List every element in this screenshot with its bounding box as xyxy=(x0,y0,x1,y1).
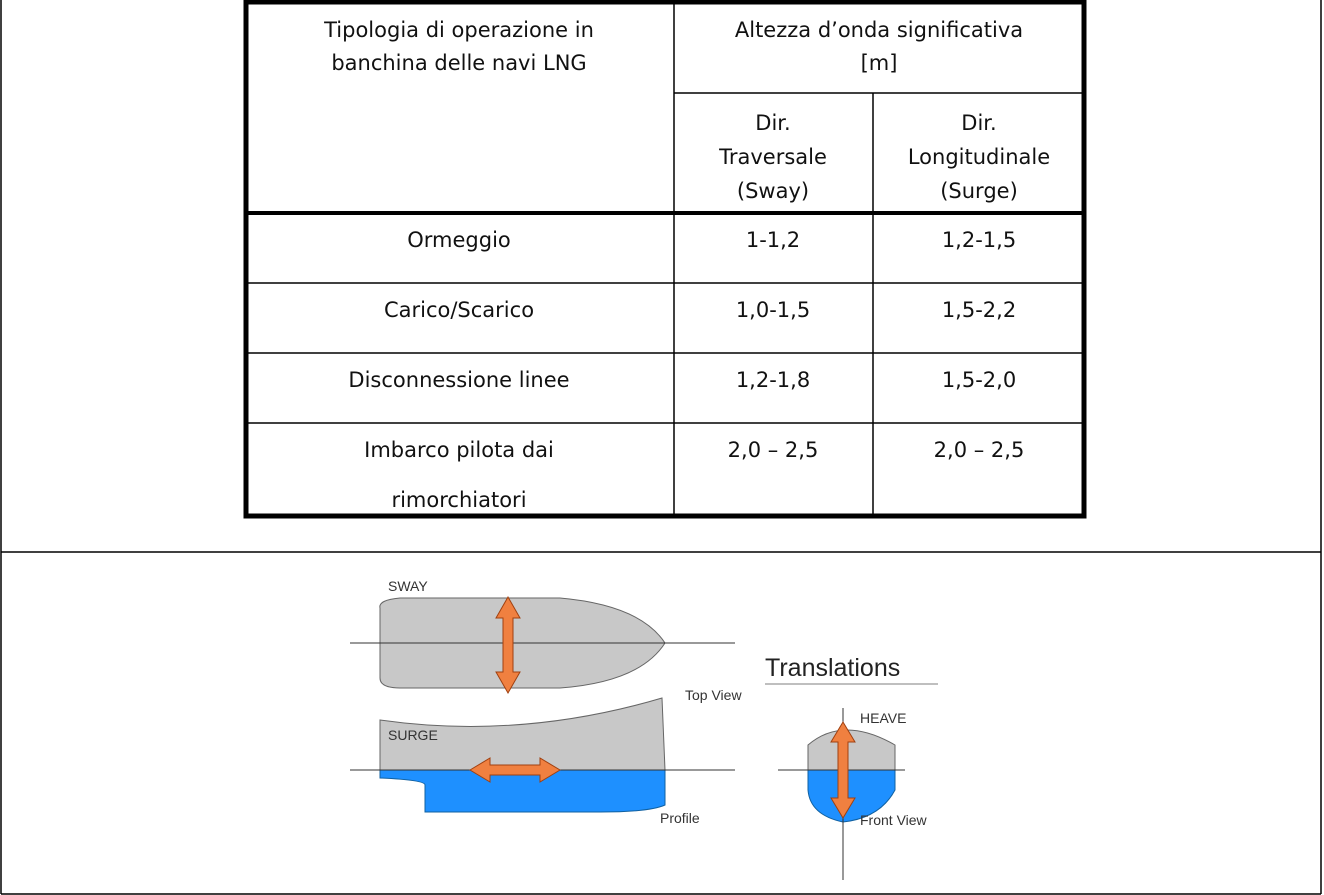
label: HEAVE xyxy=(860,710,906,726)
table-cell: Disconnessione linee xyxy=(348,368,570,392)
label: Top View xyxy=(685,687,742,703)
header-cell: Altezza d’onda significativa xyxy=(734,18,1024,42)
table-cell: 1,5-2,0 xyxy=(941,368,1017,392)
header-cell: banchina delle navi LNG xyxy=(331,51,587,75)
subheader-cell: Traversale xyxy=(719,145,827,169)
table-cell: 2,0 – 2,5 xyxy=(727,438,819,462)
subheader-cell: Dir. xyxy=(961,111,997,135)
subheader-cell: Dir. xyxy=(755,111,791,135)
table-cell: 1,2-1,8 xyxy=(735,368,811,392)
table-cell: Carico/Scarico xyxy=(383,298,535,322)
table-cell: rimorchiatori xyxy=(391,488,527,512)
table-cell: 2,0 – 2,5 xyxy=(933,438,1025,462)
diagram: SWAY Top View Translations SURGE Profile… xyxy=(350,578,938,880)
table-cell: Imbarco pilota dai xyxy=(364,438,554,462)
table-lines xyxy=(243,0,1087,519)
subheader-cell: (Sway) xyxy=(736,179,810,203)
table-cell: Ormeggio xyxy=(407,228,511,252)
table-cell: 1-1,2 xyxy=(745,228,801,252)
table-cell: 1,2-1,5 xyxy=(941,228,1017,252)
diagram-title: Translations xyxy=(765,654,900,682)
label: Front View xyxy=(860,812,928,828)
subheader-cell: Longitudinale xyxy=(907,145,1051,169)
label: SWAY xyxy=(388,578,428,594)
label: Profile xyxy=(660,810,700,826)
table-cell: 1,0-1,5 xyxy=(735,298,811,322)
table-cell: 1,5-2,2 xyxy=(941,298,1017,322)
subheader-cell: (Surge) xyxy=(940,179,1018,203)
label: SURGE xyxy=(388,727,438,743)
header-cell: Tipologia di operazione in xyxy=(324,18,594,42)
header-cell: [m] xyxy=(860,51,898,75)
